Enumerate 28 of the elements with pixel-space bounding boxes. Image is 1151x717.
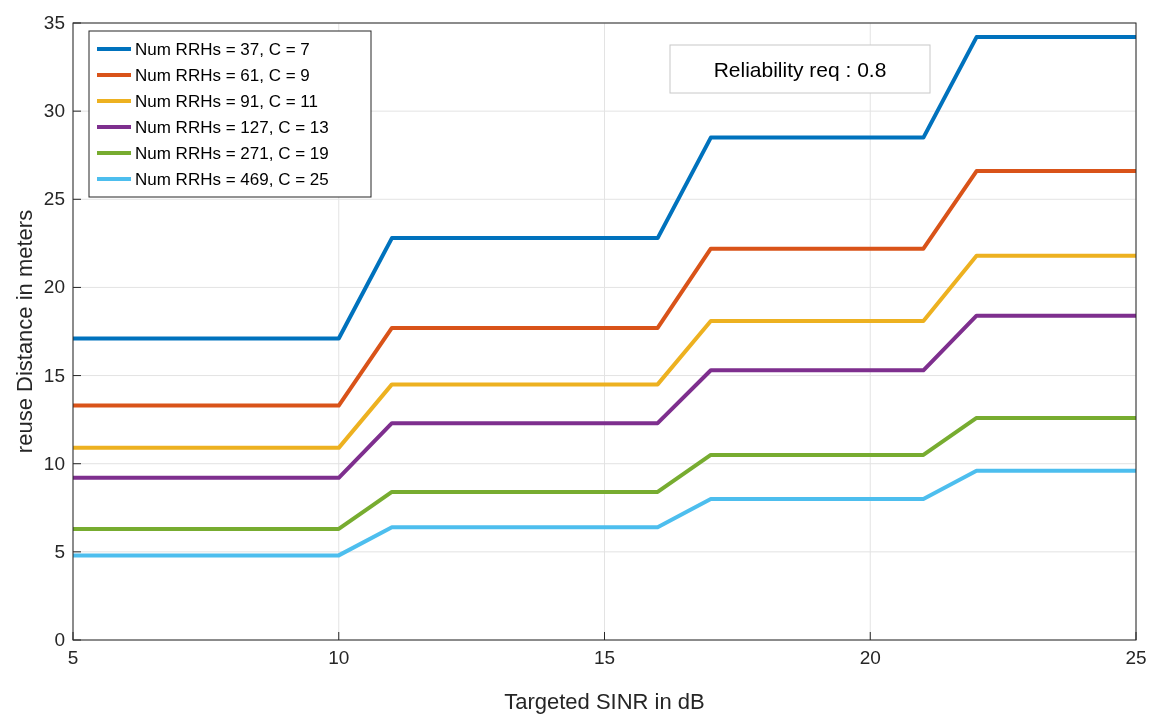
line-series: [71, 415, 1138, 531]
line-series: [71, 169, 1138, 408]
y-tick-label: 10: [43, 452, 65, 474]
y-tick-label: 25: [43, 188, 65, 210]
x-tick-label: 25: [1125, 647, 1147, 668]
y-tick-label: 30: [43, 100, 65, 122]
legend-label: Num RRHs = 91, C = 11: [135, 92, 318, 111]
y-tick-label: 35: [43, 12, 65, 33]
line-series: [71, 35, 1138, 341]
y-tick-label: 5: [54, 540, 65, 562]
x-tick-label: 15: [593, 647, 616, 668]
line-series: [71, 253, 1138, 450]
line-series: [71, 468, 1138, 558]
x-tick-label: 5: [67, 647, 79, 668]
legend-label: Num RRHs = 271, C = 19: [135, 144, 329, 163]
x-axis-title: Targeted SINR in dB: [504, 689, 705, 714]
y-tick-label: 20: [43, 276, 65, 298]
legend-label: Num RRHs = 37, C = 7: [135, 40, 310, 59]
x-tick-label: 10: [328, 647, 350, 668]
line-series: [71, 313, 1138, 480]
y-tick-label: 0: [54, 629, 65, 650]
annotation: Reliability req : 0.8: [713, 58, 887, 81]
y-axis-title: reuse Distance in meters: [12, 209, 37, 454]
legend-label: Num RRHs = 469, C = 25: [135, 170, 329, 189]
y-tick-label: 15: [43, 364, 65, 386]
legend-label: Num RRHs = 61, C = 9: [135, 66, 310, 85]
legend-label: Num RRHs = 127, C = 13: [135, 118, 329, 137]
x-tick-label: 20: [859, 647, 881, 668]
